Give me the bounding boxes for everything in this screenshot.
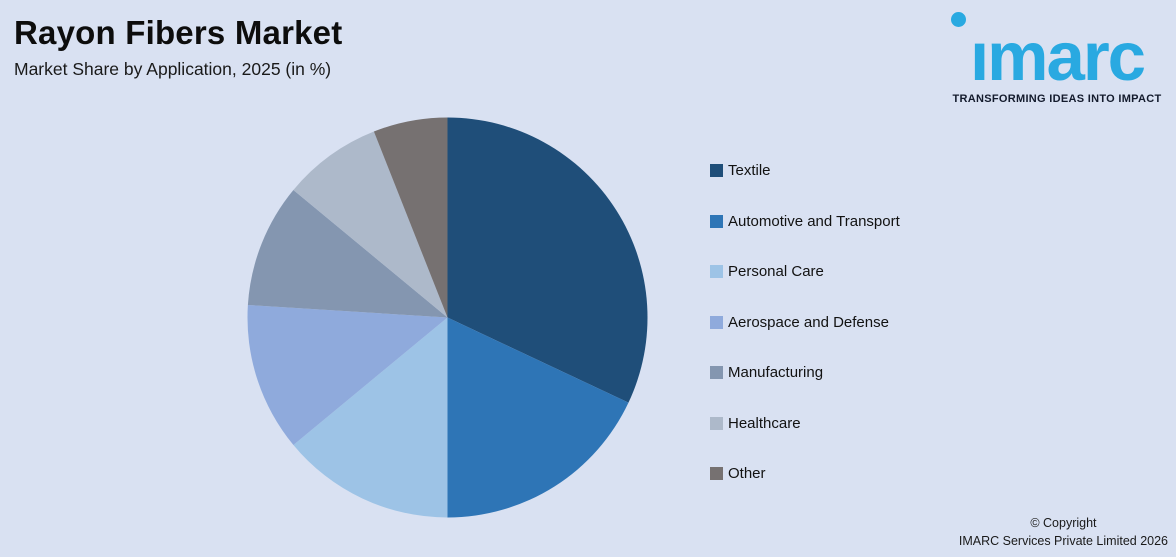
legend-item-manufacturing: Manufacturing bbox=[710, 363, 900, 382]
imarc-logo: ımarc TRANSFORMING IDEAS INTO IMPACT bbox=[945, 8, 1169, 105]
copyright-line1: © Copyright bbox=[1030, 515, 1097, 530]
legend-label: Personal Care bbox=[728, 263, 824, 280]
legend-swatch-icon bbox=[710, 315, 723, 329]
legend-swatch-icon bbox=[710, 467, 723, 480]
legend: Textile Automotive and Transport Personal … bbox=[710, 161, 900, 515]
legend-item-textile: Textile bbox=[710, 161, 900, 180]
legend-item-other: Other bbox=[710, 464, 900, 483]
legend-item-personal-care: Personal Care bbox=[710, 262, 900, 281]
legend-label: Textile bbox=[728, 162, 771, 179]
legend-item-automotive-and-transport: Automotive and Transport bbox=[710, 212, 900, 231]
pie-chart bbox=[247, 117, 648, 518]
imarc-tagline: TRANSFORMING IDEAS INTO IMPACT bbox=[952, 93, 1162, 105]
pie-slice-textile bbox=[447, 117, 648, 403]
pie-slice-aerospace-and-defense bbox=[247, 304, 448, 445]
copyright-line2: IMARC Services Private Limited 2026 bbox=[958, 533, 1168, 548]
legend-label: Aerospace and Defense bbox=[728, 313, 889, 331]
pie-slice-healthcare bbox=[293, 131, 448, 318]
pie-slice-automotive-and-transport bbox=[447, 317, 629, 518]
legend-swatch-icon bbox=[710, 265, 723, 278]
legend-swatch-icon bbox=[710, 214, 723, 228]
page-title: Rayon Fibers Market bbox=[14, 14, 343, 51]
pie-slice-manufacturing bbox=[247, 190, 448, 318]
page-subtitle: Market Share by Application, 2025 (in %) bbox=[14, 58, 332, 79]
pie-slice-other bbox=[373, 117, 448, 318]
pie-slice-personal-care bbox=[293, 317, 448, 518]
imarc-logo-dot-icon bbox=[951, 12, 966, 27]
header: Rayon Fibers Market Market Share by Appl… bbox=[14, 14, 342, 80]
legend-swatch-icon bbox=[710, 164, 723, 177]
legend-item-aerospace-and-defense: Aerospace and Defense bbox=[710, 313, 900, 332]
legend-label: Manufacturing bbox=[728, 364, 824, 381]
legend-swatch-icon bbox=[710, 366, 723, 379]
imarc-wordmark: ımarc bbox=[969, 18, 1146, 95]
legend-label: Automotive and Transport bbox=[728, 212, 900, 230]
legend-swatch-icon bbox=[710, 416, 723, 430]
legend-label: Healthcare bbox=[728, 414, 801, 432]
legend-label: Other bbox=[728, 465, 766, 482]
copyright-note: © Copyright IMARC Services Private Limit… bbox=[959, 514, 1168, 550]
legend-item-healthcare: Healthcare bbox=[710, 414, 900, 433]
